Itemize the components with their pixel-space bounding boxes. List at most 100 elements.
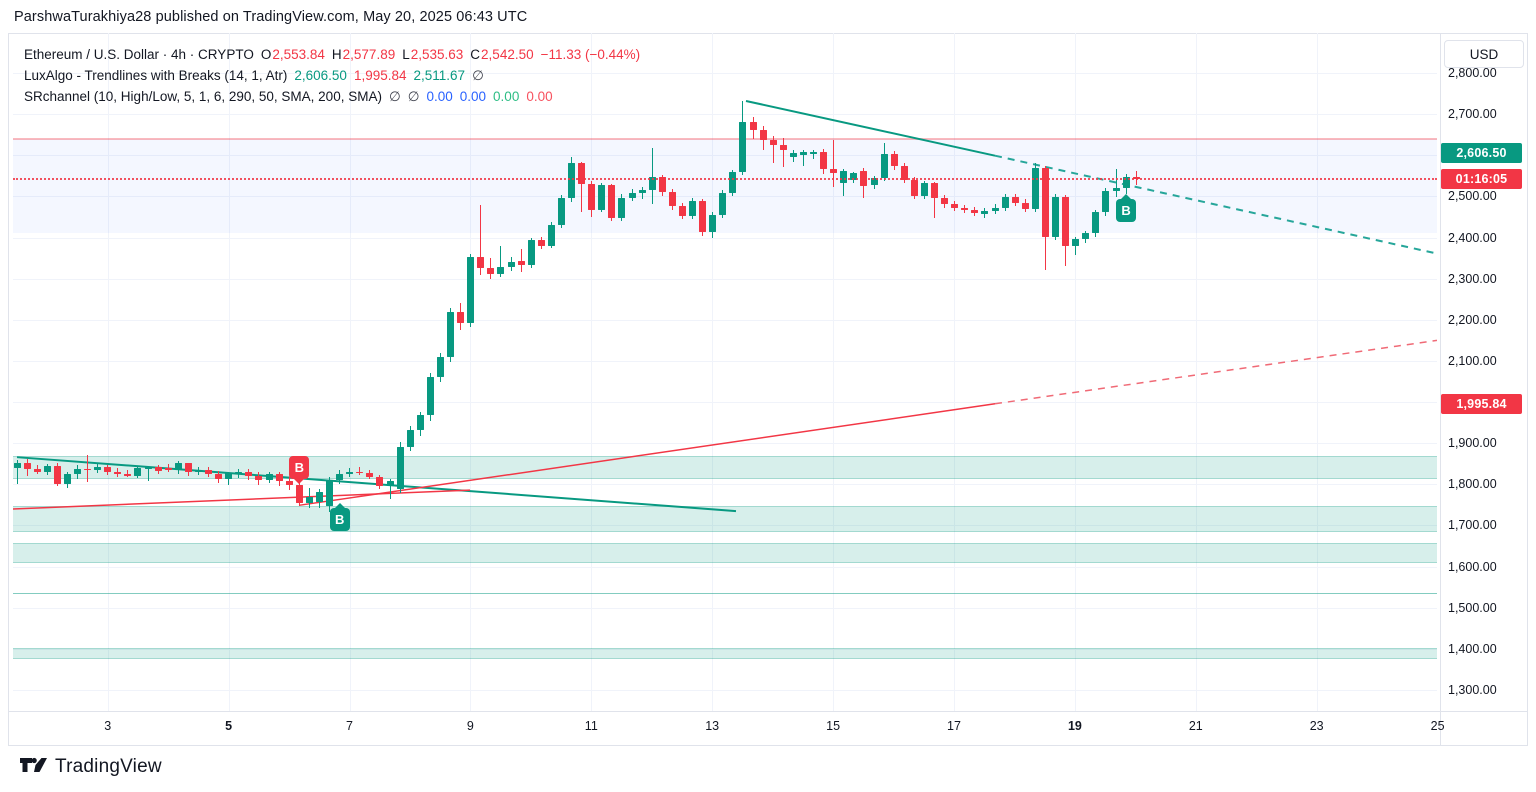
candle — [709, 214, 717, 233]
candle-wick — [16, 460, 18, 484]
candle-wick — [1115, 168, 1117, 197]
candle — [1052, 197, 1060, 238]
candle — [114, 471, 122, 474]
gridline-horizontal — [13, 402, 1437, 404]
candle — [537, 240, 545, 247]
time-tick-label: 5 — [225, 719, 233, 733]
price-tick-label: 2,800.00 — [1448, 66, 1497, 80]
price-tick-label: 1,700.00 — [1448, 518, 1497, 533]
gridline-vertical — [349, 33, 351, 711]
candle — [941, 198, 949, 205]
candle — [648, 177, 656, 191]
candle — [225, 473, 233, 480]
price-tick-label: 2,700.00 — [1448, 107, 1497, 122]
ohlc-values: O2,553.84 H2,577.89 L2,535.63 C2,542.50 — [261, 47, 534, 62]
price-tick-label: 2,300.00 — [1448, 271, 1497, 286]
candle — [13, 463, 21, 468]
candle — [406, 430, 414, 447]
price-tick-label: 2,100.00 — [1448, 353, 1497, 368]
candle — [275, 474, 283, 481]
candle — [94, 466, 102, 470]
indicator-value: ∅ — [472, 67, 484, 83]
ohlc-field: O2,553.84 — [261, 47, 325, 62]
legend-symbol-row[interactable]: Ethereum / U.S. Dollar · 4h · CRYPTO O2,… — [24, 44, 640, 65]
gridline-vertical — [954, 33, 955, 711]
candle-wick — [641, 186, 643, 199]
candle — [608, 184, 616, 219]
candle — [588, 184, 596, 210]
srchannel-values: ∅ ∅ 0.00 0.00 0.00 0.00 — [389, 89, 553, 105]
trendline — [298, 403, 996, 507]
candle — [134, 468, 142, 476]
sr-level-line — [13, 593, 1437, 595]
candle — [386, 481, 394, 487]
candle — [1072, 239, 1080, 247]
time-tick-label: 17 — [947, 719, 961, 733]
gridline-horizontal — [13, 566, 1437, 568]
time-tick-label: 23 — [1309, 719, 1324, 733]
candle-wick — [813, 150, 815, 159]
ohlc-field-letter: O — [260, 47, 272, 62]
candle — [699, 200, 707, 233]
candle — [376, 477, 384, 487]
candle — [880, 153, 888, 178]
candle — [981, 210, 989, 215]
gridline-horizontal — [13, 114, 1437, 116]
time-tick-label: 13 — [705, 719, 720, 733]
candle — [154, 467, 162, 472]
candle — [295, 484, 303, 504]
candle — [870, 177, 878, 186]
candle — [124, 473, 132, 476]
candle-wick — [359, 467, 361, 475]
gridline-horizontal — [13, 73, 1437, 74]
trendline — [994, 154, 1437, 255]
ohlc-field-value: 2,542.50 — [481, 47, 534, 62]
gridline-horizontal — [13, 690, 1437, 691]
indicator-value: 2,606.50 — [294, 67, 347, 83]
tradingview-footer-link[interactable]: TradingView — [20, 755, 162, 779]
indicator-value: 0.00 — [459, 88, 487, 104]
trendline-break-marker: B — [289, 455, 310, 479]
candle — [547, 225, 555, 247]
gridline-horizontal — [13, 484, 1437, 486]
candle — [527, 240, 535, 266]
legend-srchannel-row[interactable]: SRchannel (10, High/Low, 5, 1, 6, 290, 5… — [24, 86, 640, 107]
candle-wick — [127, 469, 129, 478]
candle — [436, 356, 444, 377]
candle — [729, 172, 737, 193]
candle — [356, 471, 364, 474]
indicator-value: ∅ — [388, 88, 401, 104]
price-tick-label: 2,400.00 — [1448, 230, 1497, 245]
published-header: ParshwaTurakhiya28 published on TradingV… — [14, 9, 528, 25]
ohlc-field: H2,577.89 — [332, 47, 395, 62]
candle — [205, 469, 213, 474]
symbol-title: Ethereum / U.S. Dollar · 4h · CRYPTO — [24, 47, 254, 62]
candle — [285, 480, 293, 485]
candle — [1011, 196, 1019, 203]
candle-wick — [520, 249, 522, 272]
currency-toggle-button[interactable]: USD — [1444, 40, 1524, 68]
gridline-vertical — [1195, 33, 1197, 711]
candle — [850, 173, 858, 180]
candle — [326, 480, 334, 507]
legend-luxalgo-row[interactable]: LuxAlgo - Trendlines with Breaks (14, 1,… — [24, 65, 640, 86]
candle-wick — [772, 135, 774, 164]
candle-wick — [833, 140, 835, 188]
break-marker-pointer — [294, 478, 305, 484]
candle-wick — [238, 469, 240, 479]
gridline-horizontal — [13, 607, 1437, 609]
candle — [991, 208, 999, 211]
candle — [719, 192, 727, 215]
candle — [628, 192, 636, 198]
candle-wick — [389, 478, 391, 500]
candle — [477, 257, 485, 268]
candle — [971, 210, 979, 214]
candle — [497, 266, 505, 275]
candle — [1092, 212, 1100, 234]
candle — [1082, 233, 1090, 240]
indicator-value: 1,995.84 — [353, 67, 407, 83]
price-tick-label: 1,300.00 — [1448, 683, 1497, 697]
candle — [658, 177, 666, 192]
candle — [73, 468, 81, 475]
chart-plot-area[interactable]: B B B — [13, 33, 1437, 711]
